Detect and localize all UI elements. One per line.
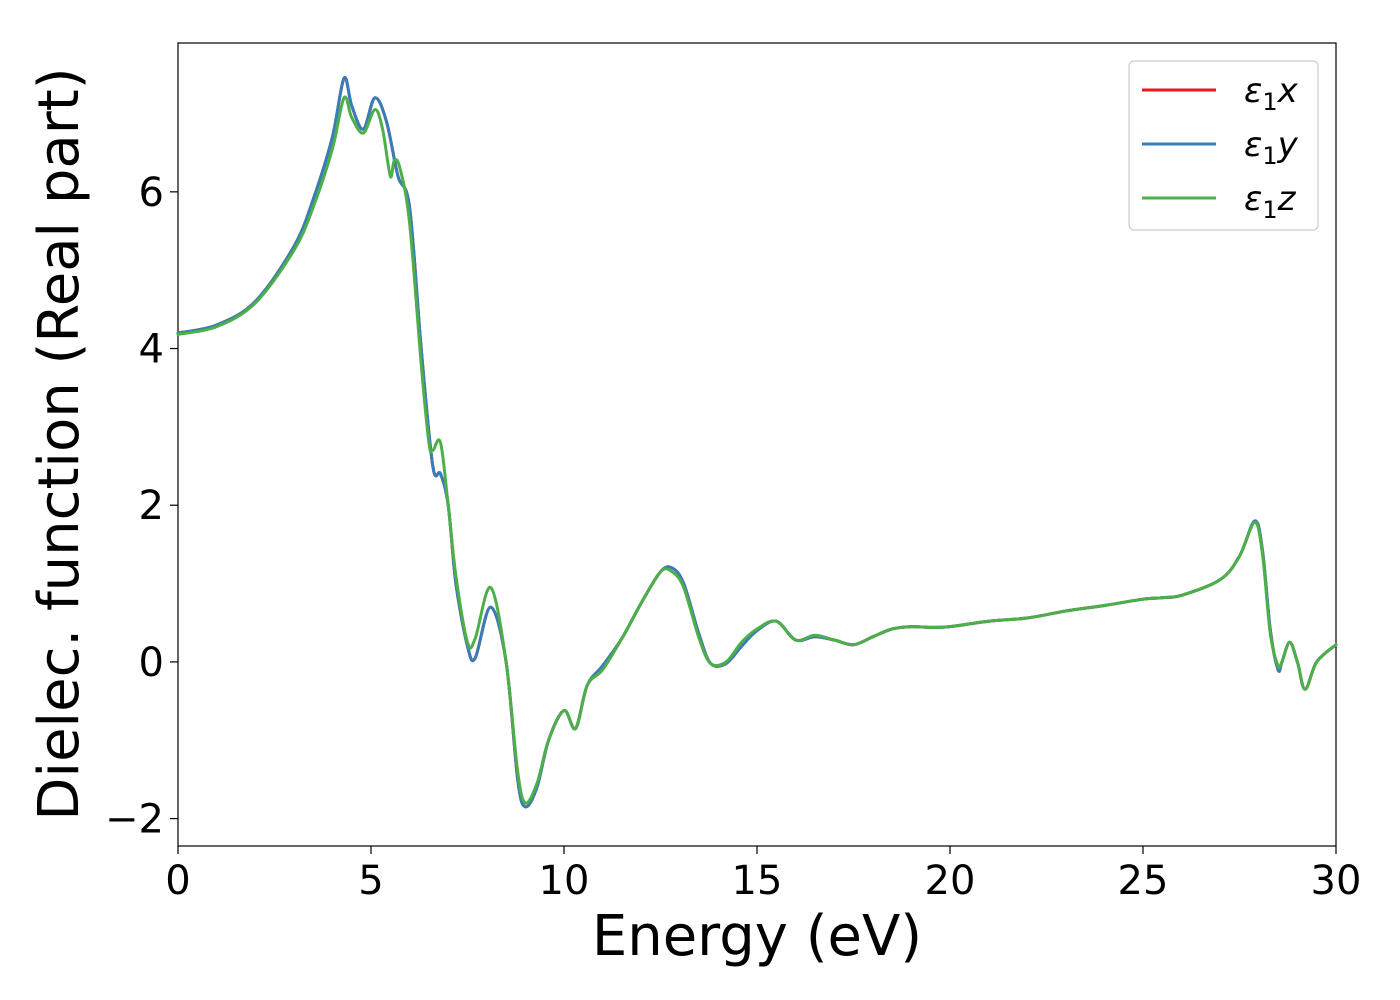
y-tick-label: 6 bbox=[139, 170, 164, 216]
legend-label-x: ε1x bbox=[1244, 71, 1299, 116]
x-axis-label: Energy (eV) bbox=[592, 904, 922, 969]
y-tick-label: −2 bbox=[105, 797, 164, 843]
x-tick-label: 30 bbox=[1311, 858, 1362, 904]
x-tick-label: 15 bbox=[732, 858, 783, 904]
x-tick-label: 10 bbox=[539, 858, 590, 904]
series-line-z bbox=[176, 95, 1338, 805]
x-tick-label: 25 bbox=[1118, 858, 1169, 904]
y-axis-ticks: −2 0 2 4 6 bbox=[105, 170, 178, 843]
y-axis-label: Dielec. function (Real part) bbox=[27, 67, 92, 820]
legend-entries: ε1x ε1y ε1z bbox=[1142, 71, 1299, 224]
x-tick-label: 5 bbox=[358, 858, 383, 904]
legend: ε1x ε1y ε1z bbox=[1128, 60, 1319, 231]
series-layer bbox=[176, 76, 1338, 809]
y-tick-label: 2 bbox=[139, 483, 164, 529]
y-tick-label: 0 bbox=[139, 640, 164, 686]
x-axis-ticks: 0 5 10 15 20 25 30 bbox=[165, 846, 1361, 904]
legend-label-z: ε1z bbox=[1244, 179, 1297, 224]
x-tick-label: 20 bbox=[925, 858, 976, 904]
y-tick-label: 4 bbox=[139, 327, 164, 373]
legend-box bbox=[1128, 60, 1319, 231]
x-tick-label: 0 bbox=[165, 858, 190, 904]
legend-label-y: ε1y bbox=[1244, 125, 1299, 170]
